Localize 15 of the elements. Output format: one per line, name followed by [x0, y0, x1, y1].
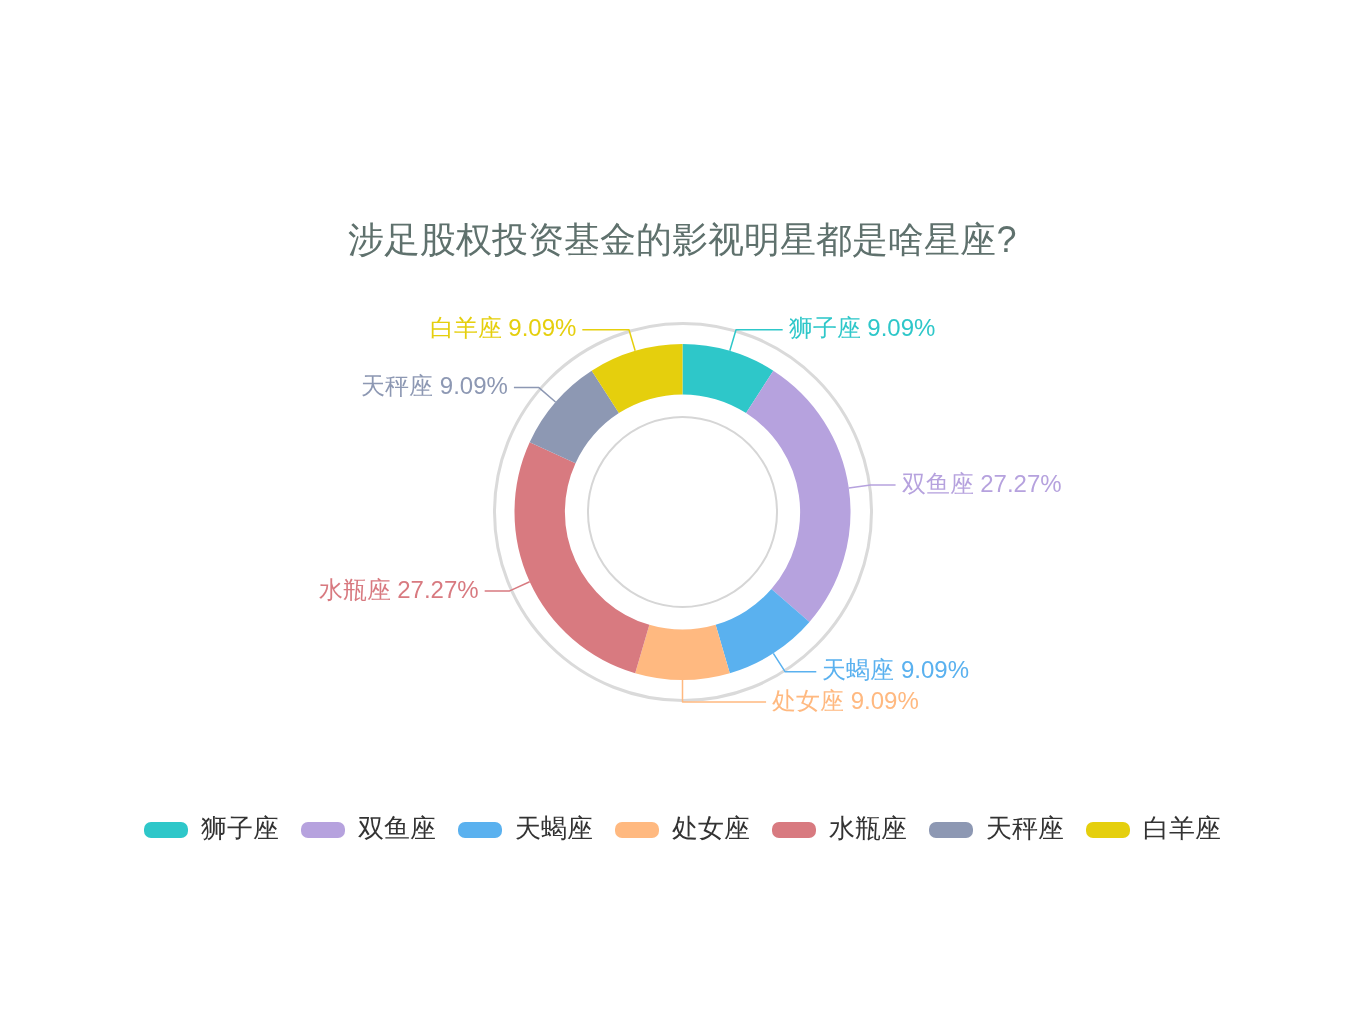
data-label: 狮子座 9.09% [788, 314, 936, 342]
data-label: 天秤座 9.09% [361, 372, 508, 400]
legend-label: 水瓶座 [829, 813, 907, 844]
data-label: 水瓶座 27.27% [318, 575, 479, 603]
legend-label: 处女座 [672, 813, 750, 844]
legend-label: 双鱼座 [358, 813, 436, 844]
legend-label: 白羊座 [1143, 813, 1221, 844]
data-label: 处女座 9.09% [772, 686, 919, 714]
legend-label: 狮子座 [201, 813, 279, 844]
data-label: 白羊座 9.09% [429, 314, 577, 342]
legend-label: 天秤座 [986, 813, 1064, 844]
chart-title: 涉足股权投资基金的影视明星都是啥星座? [347, 218, 1018, 262]
data-label: 双鱼座 27.27% [901, 469, 1062, 497]
legend-label: 天蝎座 [515, 813, 593, 844]
data-label: 天蝎座 9.09% [822, 656, 969, 684]
